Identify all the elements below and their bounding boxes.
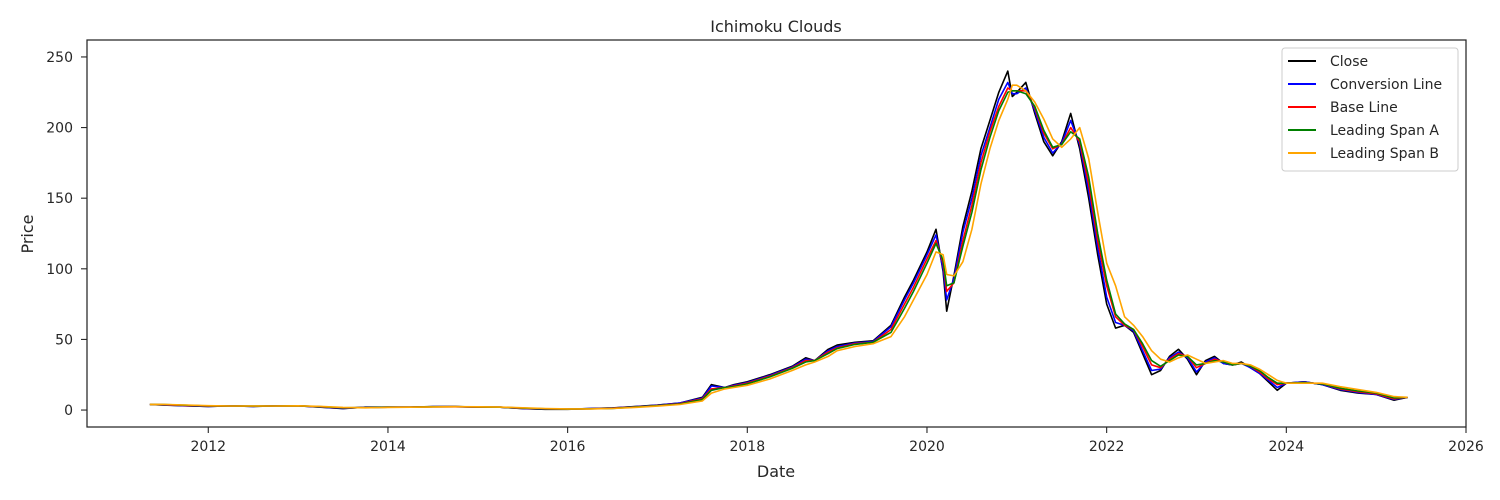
legend-label: Conversion Line xyxy=(1330,77,1442,93)
plot-frame xyxy=(86,39,1467,428)
x-tick-label: 2022 xyxy=(1089,439,1125,455)
legend-label: Leading Span B xyxy=(1330,146,1439,162)
x-tick-label: 2018 xyxy=(729,439,765,455)
y-tick-label: 0 xyxy=(64,403,73,419)
legend-label: Leading Span A xyxy=(1330,123,1439,139)
series-line-leading-span-b xyxy=(149,84,1408,410)
x-tick-label: 2020 xyxy=(909,439,945,455)
y-tick-label: 100 xyxy=(46,262,73,278)
x-tick-label: 2026 xyxy=(1448,439,1484,455)
x-axis-label: Date xyxy=(757,462,795,481)
x-tick-label: 2014 xyxy=(370,439,406,455)
y-axis-label: Price xyxy=(18,214,37,253)
x-tick-label: 2016 xyxy=(550,439,586,455)
x-tick-label: 2024 xyxy=(1269,439,1305,455)
y-tick-label: 50 xyxy=(55,332,73,348)
y-tick-label: 250 xyxy=(46,50,73,66)
legend-box xyxy=(1281,47,1459,172)
legend: Close Conversion Line Base Line Leading Spa… xyxy=(1281,47,1459,172)
ticks-layer: 2012 2014 2016 2018 2020 2022 2024 2026 0 50 100 15… xyxy=(46,50,1484,455)
y-tick-label: 150 xyxy=(46,191,73,207)
y-tick-label: 200 xyxy=(46,121,73,137)
series-layer xyxy=(149,70,1408,411)
legend-label: Base Line xyxy=(1330,100,1398,116)
legend-label: Close xyxy=(1330,54,1368,70)
chart-title: Ichimoku Clouds xyxy=(710,17,842,36)
x-tick-label: 2012 xyxy=(190,439,226,455)
